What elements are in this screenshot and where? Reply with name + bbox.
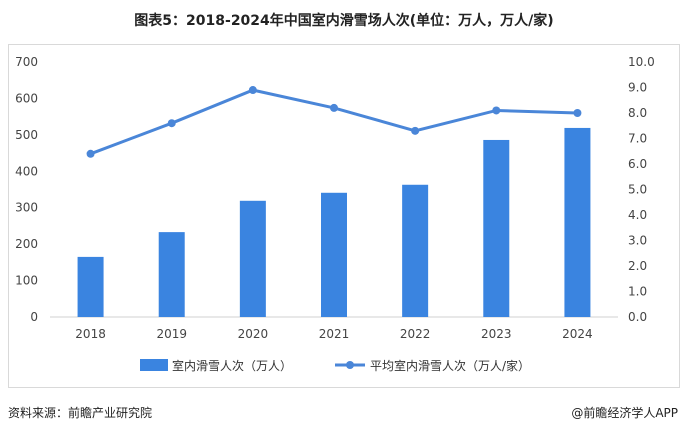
left-tick-label: 600: [15, 91, 38, 105]
legend-line-label: 平均室内滑雪人次（万人/家）: [370, 358, 530, 373]
x-tick-label: 2023: [481, 327, 512, 341]
right-tick-label: 7.0: [628, 132, 647, 146]
x-tick-label: 2020: [238, 327, 269, 341]
legend-bar-label: 室内滑雪人次（万人）: [172, 358, 292, 373]
line-point: [330, 103, 338, 112]
bar: [483, 139, 510, 317]
line-point: [248, 86, 257, 95]
right-tick-label: 0.0: [628, 310, 647, 324]
left-tick-label: 200: [15, 237, 38, 251]
line-point: [573, 109, 582, 117]
right-tick-label: 4.0: [628, 208, 647, 222]
brand-label: @前瞻经济学人APP: [571, 406, 678, 420]
source-note: 资料来源：前瞻产业研究院: [8, 406, 153, 420]
x-tick-label: 2021: [319, 327, 350, 341]
right-tick-label: 8.0: [628, 106, 647, 120]
right-tick-label: 1.0: [628, 285, 647, 299]
right-tick-label: 9.0: [628, 81, 647, 95]
line-point: [86, 149, 95, 158]
left-tick-label: 0: [30, 310, 38, 324]
left-tick-label: 700: [15, 55, 38, 69]
legend-line-marker: [346, 361, 354, 369]
right-tick-label: 6.0: [628, 157, 647, 171]
x-tick-label: 2022: [400, 327, 431, 341]
bar: [158, 232, 185, 317]
bar: [402, 184, 429, 317]
x-tick-label: 2024: [562, 327, 593, 341]
line-point: [167, 119, 176, 128]
left-tick-label: 100: [15, 274, 38, 288]
right-tick-label: 3.0: [628, 234, 647, 248]
line-point: [492, 106, 501, 115]
left-tick-label: 300: [15, 201, 38, 215]
chart-frame: [8, 44, 680, 388]
left-tick-label: 400: [15, 164, 38, 178]
legend-bar-swatch: [140, 359, 168, 371]
right-tick-label: 5.0: [628, 183, 647, 197]
bar: [564, 127, 591, 317]
x-tick-label: 2018: [75, 327, 106, 341]
chart-title: 图表5：2018-2024年中国室内滑雪场人次(单位：万人，万人/家): [134, 13, 554, 29]
bar: [239, 200, 266, 317]
left-tick-label: 500: [15, 128, 38, 142]
x-tick-label: 2019: [156, 327, 187, 341]
bar: [77, 256, 104, 317]
right-tick-label: 10.0: [628, 55, 655, 69]
bar: [321, 192, 347, 317]
right-tick-label: 2.0: [628, 259, 647, 273]
line-point: [411, 126, 420, 135]
